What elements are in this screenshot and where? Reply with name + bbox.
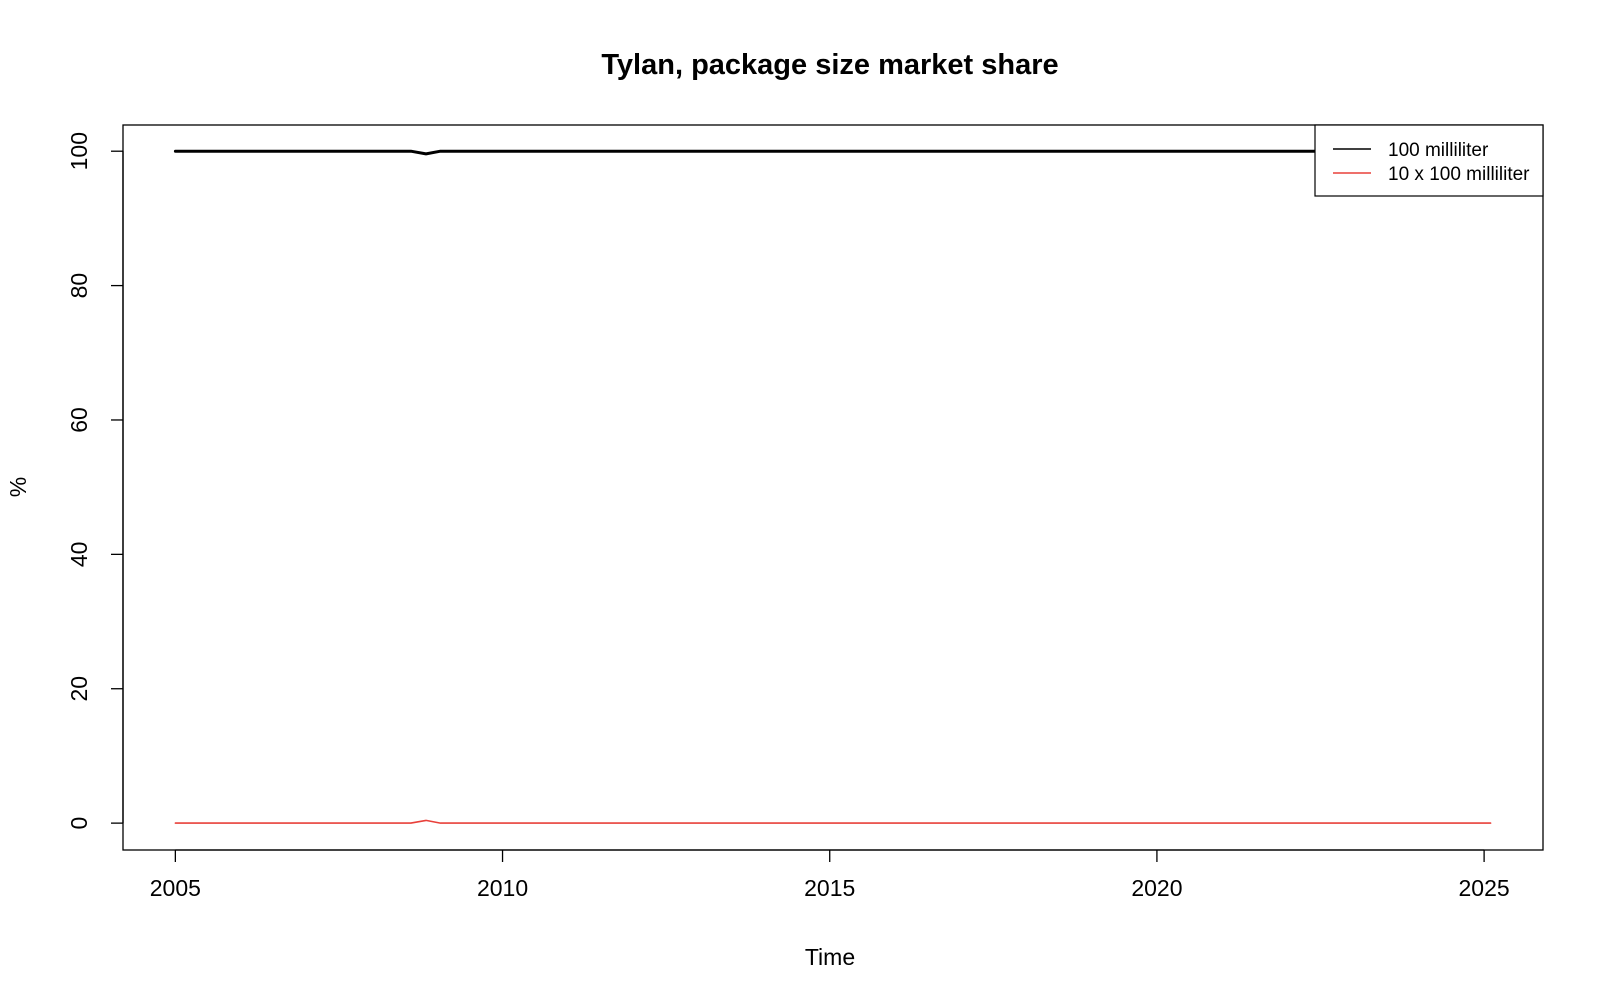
plot-frame [122, 124, 1544, 851]
x-axis-label: Time [805, 944, 855, 970]
y-tick-label: 60 [66, 407, 92, 433]
series-layer [173, 149, 1493, 824]
y-tick-label: 100 [66, 132, 92, 170]
x-tick-label: 2010 [477, 875, 528, 901]
y-axis-label: % [5, 477, 31, 497]
chart-title: Tylan, package size market share [601, 49, 1058, 81]
x-tick-label: 2015 [804, 875, 855, 901]
y-tick-label: 0 [66, 817, 92, 830]
series-line-0 [173, 149, 1493, 156]
x-tick-label: 2005 [150, 875, 201, 901]
y-axis: 0 20 40 60 80 100 [66, 132, 124, 830]
x-tick-label: 2025 [1459, 875, 1510, 901]
x-tick-label: 2020 [1131, 875, 1182, 901]
legend-label-100-milliliter: 100 milliliter [1388, 140, 1489, 161]
y-tick-label: 80 [66, 273, 92, 299]
legend: 100 milliliter 10 x 100 milliliter [1314, 124, 1544, 197]
y-tick-label: 40 [66, 542, 92, 568]
series-line-1 [174, 819, 1492, 824]
x-axis: 2005 2010 2015 2020 2025 [150, 849, 1510, 901]
y-tick-label: 20 [66, 676, 92, 702]
legend-label-10x100-milliliter: 10 x 100 milliliter [1388, 164, 1530, 185]
legend-box [1314, 124, 1544, 197]
